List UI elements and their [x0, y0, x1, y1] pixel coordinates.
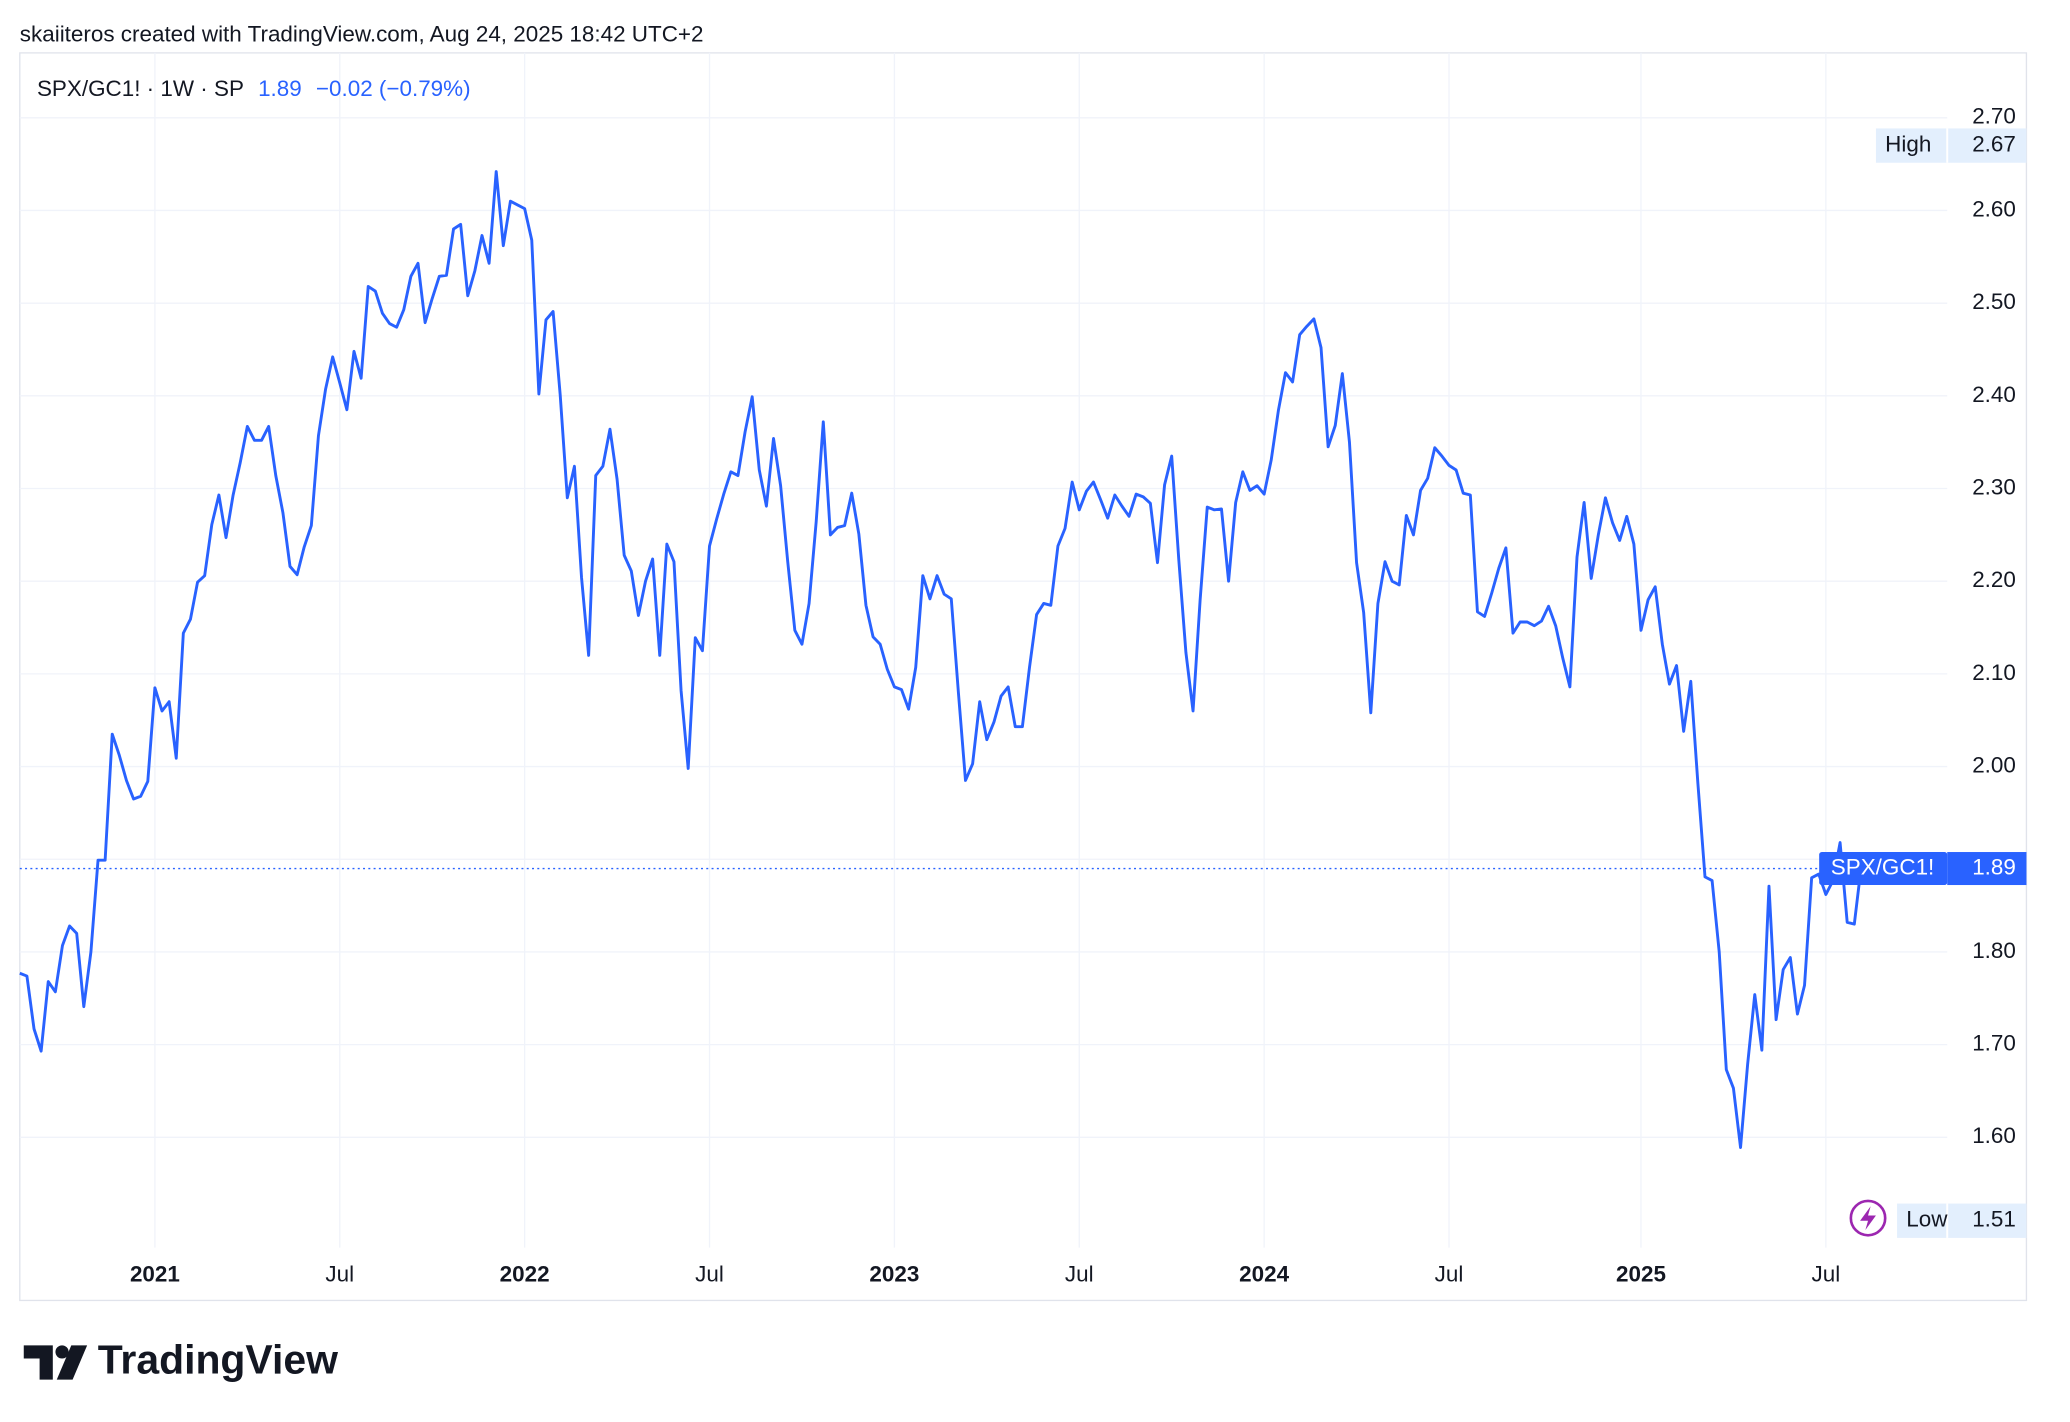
x-tick-label: 2023 [869, 1261, 919, 1286]
logo-mark [56, 1345, 88, 1380]
axes: 1.60 1.70 1.80 2.00 2.10 2.20 2.30 2.40 2.50 2.60… [130, 104, 2027, 1286]
footer-brand: TradingView [98, 1336, 338, 1382]
y-tick-label: 2.50 [1972, 289, 2016, 314]
x-tick-label: Jul [695, 1261, 724, 1286]
logo-mark [23, 1345, 53, 1380]
price-badge-label: 1.89 [1972, 854, 2016, 879]
low-badge-label: Low [1906, 1207, 1948, 1232]
legend-symbol: SPX/GC1! · 1W · SP [37, 76, 244, 101]
y-tick-label: 2.10 [1972, 660, 2016, 685]
y-tick-label: 2.00 [1972, 753, 2016, 778]
logo [23, 1345, 88, 1380]
x-tick-label: 2024 [1239, 1261, 1289, 1286]
x-tick-label: 2025 [1616, 1261, 1666, 1286]
high-badge-label: High [1885, 132, 1931, 157]
y-tick-label: 2.60 [1972, 196, 2016, 221]
x-tick-label: Jul [1435, 1261, 1464, 1286]
y-tick-label: 1.80 [1972, 938, 2016, 963]
y-tick-label: 2.30 [1972, 474, 2016, 499]
price-line [19, 170, 1863, 1149]
y-tick-label: 2.20 [1972, 567, 2016, 592]
x-tick-label: Jul [325, 1261, 354, 1286]
header: skaiiteros created with TradingView.com,… [20, 22, 704, 47]
low-badge [1897, 1203, 2027, 1238]
y-tick-label: 2.40 [1972, 382, 2016, 407]
high-badge-value: 2.67 [1972, 132, 2016, 157]
chart-frame [19, 52, 2028, 1302]
grid [19, 52, 1948, 1248]
x-tick-label: Jul [1812, 1261, 1841, 1286]
y-tick-label: 1.60 [1972, 1123, 2016, 1148]
legend-last: 1.89 [258, 76, 302, 101]
low-icon-bolt [1860, 1206, 1876, 1230]
x-tick-label: 2021 [130, 1261, 180, 1286]
legend-change: −0.02 (−0.79%) [316, 76, 471, 101]
x-tick-label: 2022 [500, 1261, 550, 1286]
symbol-badge-label: SPX/GC1! [1831, 854, 1935, 879]
price-badge [1947, 852, 2027, 886]
y-tick-label: 1.70 [1972, 1031, 2016, 1056]
high-badge [1875, 128, 2027, 163]
x-tick-label: Jul [1065, 1261, 1094, 1286]
y-tick-label: 2.70 [1972, 104, 2016, 129]
low-badge-value: 1.51 [1972, 1207, 2016, 1232]
logo-mark [55, 1345, 69, 1359]
symbol-badge [1819, 852, 1948, 886]
plot [19, 170, 1948, 1149]
legend: SPX/GC1! · 1W · SP 1.89 −0.02 (−0.79%) [37, 76, 471, 101]
